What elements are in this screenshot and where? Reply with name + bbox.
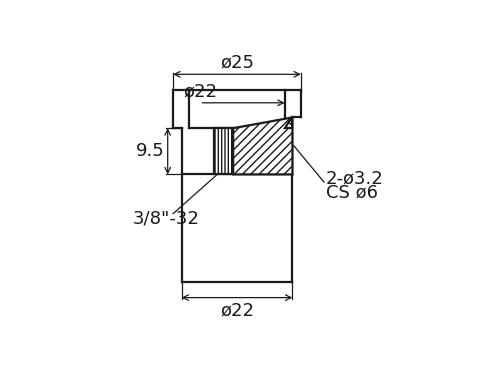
Polygon shape bbox=[284, 117, 292, 128]
Text: 2-ø3.2: 2-ø3.2 bbox=[326, 169, 384, 187]
Text: ø25: ø25 bbox=[220, 53, 254, 71]
Text: CS ø6: CS ø6 bbox=[326, 183, 378, 201]
Text: 9.5: 9.5 bbox=[136, 142, 164, 160]
Bar bbox=[214, 128, 233, 175]
Text: 3/8"-32: 3/8"-32 bbox=[133, 209, 200, 227]
Text: ø22: ø22 bbox=[220, 301, 254, 320]
Text: ø22: ø22 bbox=[184, 83, 218, 100]
Polygon shape bbox=[233, 117, 292, 175]
